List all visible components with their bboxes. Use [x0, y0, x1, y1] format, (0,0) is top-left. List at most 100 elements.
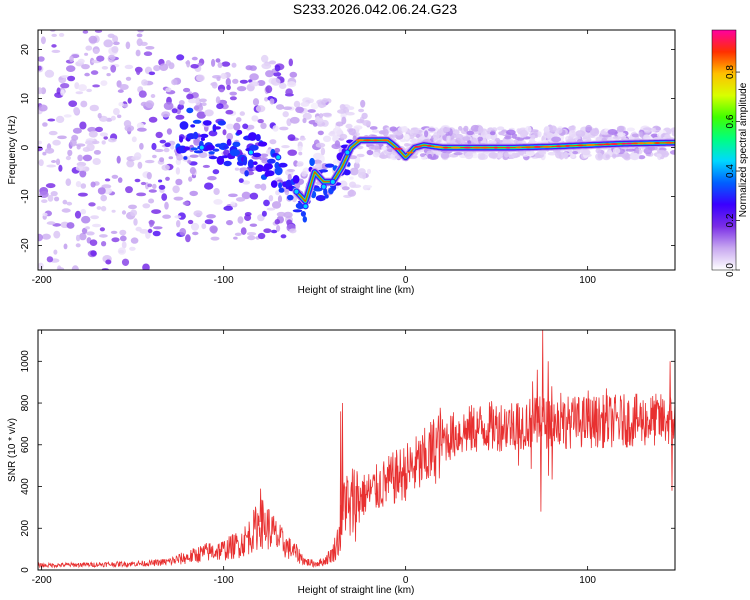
noise-blob [79, 121, 87, 130]
noise-blob [44, 69, 55, 78]
noise-blob [66, 201, 73, 206]
noise-blob [318, 113, 324, 119]
noise-blob [51, 33, 57, 38]
noise-blob [506, 129, 516, 136]
ridge-blob [192, 119, 202, 124]
ridge-blob [208, 156, 218, 160]
noise-blob [76, 145, 81, 150]
ridge-peak [471, 146, 482, 149]
ridge-peak [426, 144, 432, 147]
noise-blob [207, 176, 217, 181]
ridge-blob [214, 126, 221, 130]
noise-blob [41, 233, 51, 240]
noise-blob [639, 131, 644, 138]
ridge-blob [221, 155, 229, 159]
noise-blob [211, 81, 218, 89]
noise-blob [170, 144, 175, 150]
noise-blob [669, 150, 675, 155]
ridge-peak [392, 147, 403, 150]
noise-blob [138, 90, 147, 98]
x-tick-label: -100 [214, 575, 234, 586]
colorbar-tick-label: 0.4 [725, 164, 736, 178]
ridge-peak [533, 145, 542, 148]
y-tick-label: -20 [20, 238, 31, 253]
ridge-peak [450, 146, 461, 149]
noise-blob [79, 232, 87, 241]
noise-blob [45, 147, 55, 154]
snr-x-label: Height of straight line (km) [298, 585, 415, 596]
noise-blob [257, 232, 266, 240]
noise-blob [133, 218, 138, 226]
noise-blob [529, 134, 536, 139]
noise-blob [353, 125, 363, 130]
noise-blob [317, 130, 324, 136]
noise-blob [529, 129, 539, 133]
noise-blob [477, 136, 484, 142]
noise-blob [274, 64, 281, 72]
noise-blob [239, 79, 248, 84]
noise-blob [117, 114, 122, 119]
y-tick-label: 0 [20, 567, 31, 573]
x-tick-label: -200 [32, 575, 52, 586]
noise-blob [86, 231, 95, 236]
noise-blob [265, 70, 274, 78]
noise-blob [309, 98, 314, 104]
noise-blob [217, 62, 223, 68]
noise-blob [88, 130, 98, 138]
noise-blob [466, 130, 475, 136]
noise-blob [147, 228, 153, 234]
noise-blob [257, 80, 266, 86]
noise-blob [129, 246, 136, 251]
spectrogram-ridge [175, 107, 675, 223]
noise-blob [142, 203, 151, 209]
noise-blob [139, 142, 144, 150]
noise-blob [364, 185, 373, 189]
noise-blob [161, 111, 171, 118]
noise-blob [130, 209, 138, 217]
noise-blob [656, 153, 662, 158]
noise-blob [285, 88, 293, 96]
y-tick-label: 1000 [20, 350, 31, 373]
ridge-blob [267, 158, 276, 164]
noise-blob [195, 97, 201, 106]
noise-blob [221, 61, 231, 67]
noise-blob [269, 98, 275, 105]
noise-blob [135, 226, 142, 232]
noise-blob [331, 143, 342, 150]
noise-blob [176, 220, 181, 228]
noise-blob [249, 73, 259, 81]
noise-blob [589, 128, 600, 137]
noise-blob [146, 172, 152, 180]
noise-blob [77, 192, 88, 197]
noise-blob [161, 164, 170, 171]
noise-blob [153, 65, 161, 72]
noise-blob [471, 153, 479, 159]
noise-blob [90, 250, 97, 257]
noise-blob [315, 163, 323, 170]
noise-blob [66, 65, 76, 72]
noise-blob [201, 223, 207, 230]
noise-blob [55, 158, 61, 166]
noise-blob [249, 192, 259, 200]
noise-blob [519, 129, 529, 138]
noise-blob [145, 100, 155, 109]
x-tick-label: 0 [403, 275, 409, 286]
ridge-peak [585, 144, 596, 146]
noise-blob [74, 82, 80, 90]
noise-blob [201, 102, 207, 107]
noise-blob [296, 161, 304, 167]
ridge-peak [505, 146, 511, 149]
noise-blob [103, 39, 113, 48]
noise-blob [232, 78, 239, 84]
noise-blob [159, 139, 166, 144]
noise-blob [240, 227, 247, 235]
ridge-blob [302, 216, 307, 223]
noise-blob [196, 74, 205, 82]
noise-blob [607, 129, 618, 135]
noise-blob [369, 126, 378, 130]
noise-blob [189, 190, 198, 197]
noise-blob [63, 114, 72, 118]
noise-blob [322, 98, 329, 103]
noise-blob [94, 30, 103, 33]
